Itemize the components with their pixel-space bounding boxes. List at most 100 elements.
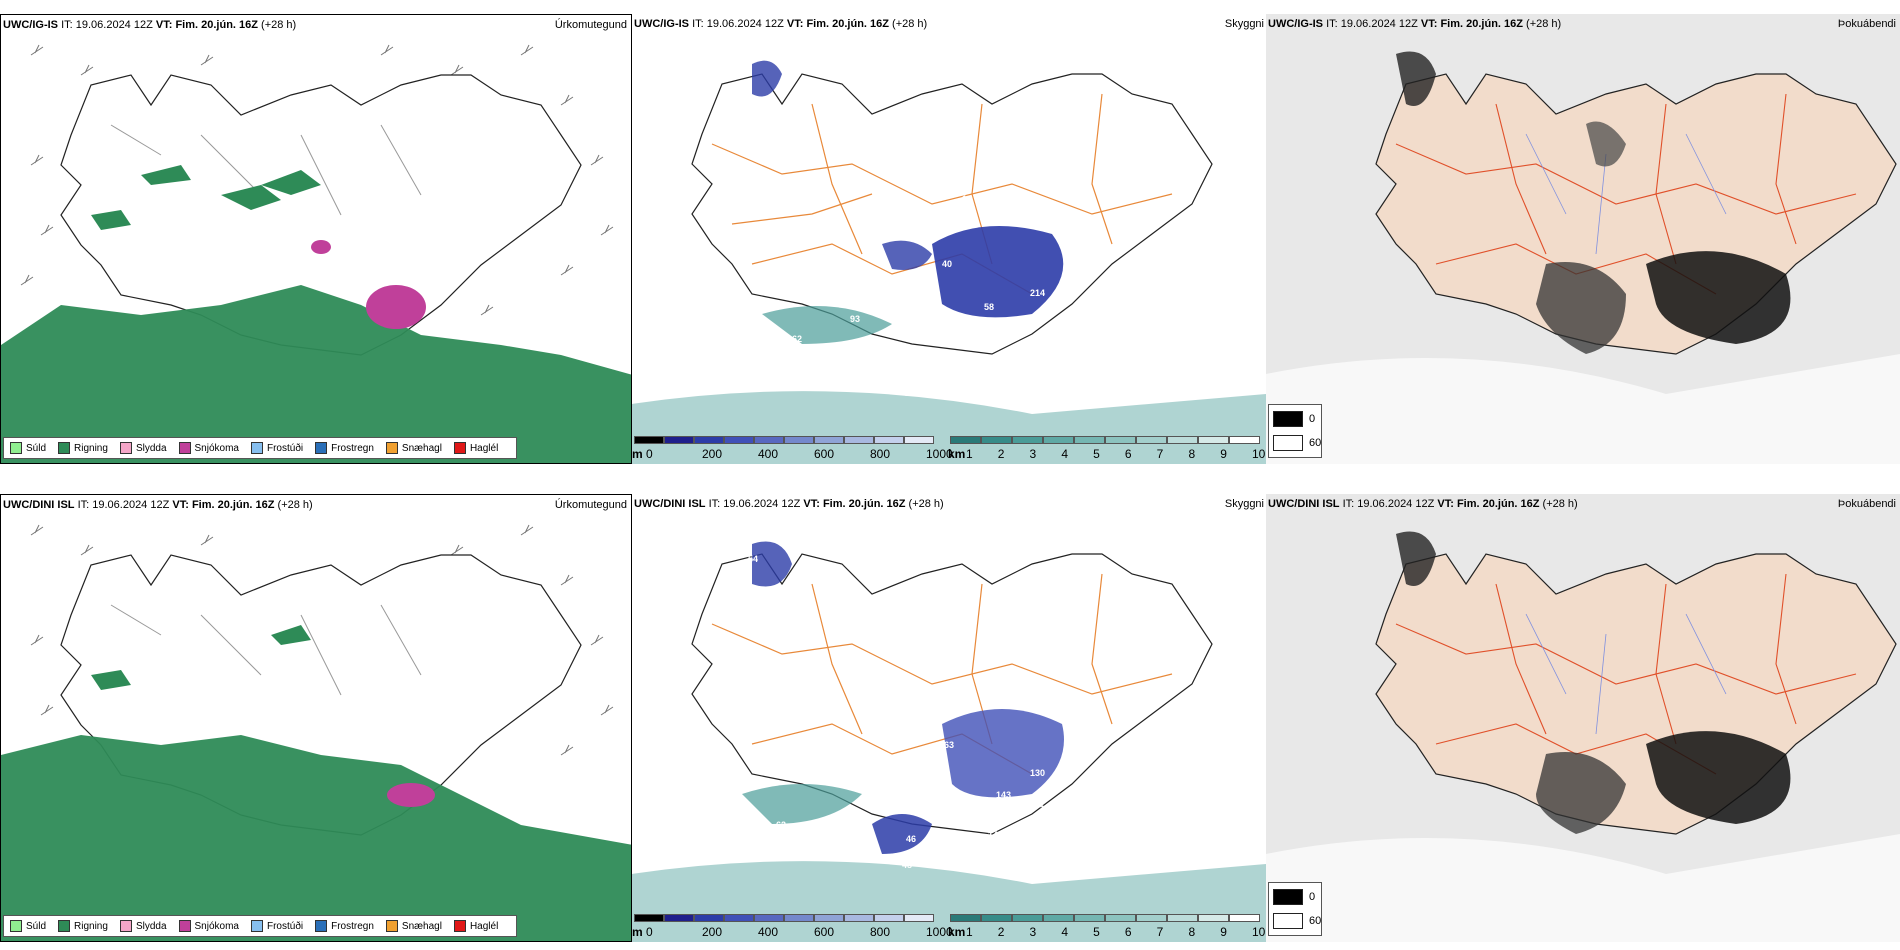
legend-item-sudl: Súld xyxy=(10,920,46,932)
fog-map-dini: UWC/DINI ISL IT: 19.06.2024 12Z VT: Fim.… xyxy=(1266,494,1900,942)
ceiling-label: 87 xyxy=(972,798,983,808)
legend-item-rigning: Rigning xyxy=(58,442,108,454)
lead-time: (+28 h) xyxy=(892,18,928,30)
visibility-scale-swatch xyxy=(981,914,1012,922)
ceiling-label: 58 xyxy=(984,302,995,312)
visibility-map-dini: 63 130 143 87 88 140 190 46 42 48 62 103… xyxy=(632,494,1266,942)
it-value: 19.06.2024 12Z xyxy=(723,498,801,510)
ceiling-label: 42 xyxy=(924,856,935,866)
ceiling-scale-swatch xyxy=(814,436,844,444)
ceiling-scale-swatch xyxy=(874,436,904,444)
ceiling-label: 71 xyxy=(972,317,983,327)
ceiling-label: 54 xyxy=(748,554,759,564)
it-value: 19.06.2024 12Z xyxy=(92,499,170,511)
ceiling-scale-swatch xyxy=(724,436,754,444)
panel-title: UWC/IG-IS IT: 19.06.2024 12Z VT: Fim. 20… xyxy=(3,19,296,31)
fog-map-igis: UWC/IG-IS IT: 19.06.2024 12Z VT: Fim. 20… xyxy=(1266,14,1900,464)
lead-time: (+28 h) xyxy=(1526,18,1562,30)
it-label: IT: xyxy=(692,18,704,30)
legend-item-slydda: Slydda xyxy=(119,920,167,932)
panel-title: UWC/IG-IS IT: 19.06.2024 12Z VT: Fim. 20… xyxy=(1268,18,1561,30)
ceiling-label: 214 xyxy=(1030,288,1046,298)
ceiling-scale-tick: 600 xyxy=(814,447,835,461)
ceiling-scale-tick: 1000 xyxy=(926,447,953,461)
model-name: UWC/DINI ISL xyxy=(3,499,75,511)
product-name: Skyggni xyxy=(1224,18,1264,30)
visibility-scale-tick: 5 xyxy=(1093,447,1100,461)
ceiling-scale-swatch xyxy=(844,436,874,444)
visibility-scale-swatch xyxy=(1012,914,1043,922)
iceland-fog-map xyxy=(1266,494,1900,942)
visibility-scale-swatch xyxy=(1105,914,1136,922)
it-label: IT: xyxy=(77,499,90,511)
visibility-scale-swatch xyxy=(1012,436,1043,444)
model-name: UWC/DINI ISL xyxy=(1268,498,1340,510)
ceiling-scale-swatch xyxy=(664,436,694,444)
ceiling-label: 63 xyxy=(944,740,955,750)
visibility-scale-tick: 6 xyxy=(1124,447,1132,461)
ceiling-scale-tick: 400 xyxy=(758,447,779,461)
visibility-scale-swatch xyxy=(1043,436,1074,444)
it-label: IT: xyxy=(61,19,73,31)
visibility-scale-tick: 8 xyxy=(1188,925,1196,939)
it-label: IT: xyxy=(1326,18,1338,30)
legend-item-frostudi: Frostúði xyxy=(250,920,303,932)
visibility-scale-swatch xyxy=(1074,914,1105,922)
it-value: 19.06.2024 12Z xyxy=(1357,498,1435,510)
legend-item-snjokoma: Snjókoma xyxy=(178,920,239,932)
ceiling-label: 37 xyxy=(1024,314,1035,324)
it-value: 19.06.2024 12Z xyxy=(1340,18,1418,30)
visibility-scale-tick: 10 xyxy=(1252,925,1266,939)
visibility-scale-swatch xyxy=(1229,914,1260,922)
panel-title: UWC/DINI ISL IT: 19.06.2024 12Z VT: Fim.… xyxy=(3,499,313,511)
ceiling-label: 36 xyxy=(904,388,915,398)
precip-type-map-igis: UWC/IG-IS IT: 19.06.2024 12Z VT: Fim. 20… xyxy=(0,14,632,464)
ceiling-label: 62 xyxy=(776,820,787,830)
iceland-fog-map xyxy=(1266,14,1900,464)
legend-item-snaehagl: Snæhagl xyxy=(385,920,442,932)
visibility-scale-tick: 5 xyxy=(1093,925,1100,939)
legend-item-slydda: Slydda xyxy=(119,442,167,454)
scale-bars: m 0 200 400 600 800 1000 km 1 2 3 4 5 6 7 8 9 10 xyxy=(632,432,1266,462)
panel-title: UWC/DINI ISL IT: 19.06.2024 12Z VT: Fim.… xyxy=(1268,498,1578,510)
iceland-visibility-map xyxy=(632,60,1266,464)
ceiling-scale-swatch xyxy=(634,436,664,444)
ceiling-label: 48 xyxy=(902,860,913,870)
ceiling-scale-tick: 0 xyxy=(646,447,653,461)
product-name: Þokuábendi xyxy=(1837,498,1896,510)
vt-label: VT: xyxy=(1420,18,1438,30)
ceiling-label: 143 xyxy=(996,790,1012,800)
legend-item-rigning: Rigning xyxy=(58,920,108,932)
ceiling-label: 140 xyxy=(988,830,1004,840)
legend-item-hagel: Haglél xyxy=(453,442,498,454)
ceiling-scale-tick: 800 xyxy=(870,925,891,939)
ceiling-scale-tick: 600 xyxy=(814,925,835,939)
ceiling-label: 74 xyxy=(992,330,1003,340)
ceiling-scale-swatch xyxy=(694,914,724,922)
precip-type-map-dini: UWC/DINI ISL IT: 19.06.2024 12Z VT: Fim.… xyxy=(0,494,632,942)
vt-value: Fim. 20.jún. 16Z xyxy=(806,18,889,30)
visibility-scale-tick: 1 xyxy=(966,925,973,939)
vt-value: Fim. 20.jún. 16Z xyxy=(1440,18,1523,30)
visibility-scale-tick: 4 xyxy=(1061,925,1069,939)
visibility-scale-tick: 1 xyxy=(966,447,973,461)
ceiling-scale-swatch xyxy=(754,436,784,444)
visibility-scale-tick: 3 xyxy=(1029,925,1037,939)
panel-title: UWC/IG-IS IT: 19.06.2024 12Z VT: Fim. 20… xyxy=(634,18,927,30)
product-name: Skyggni xyxy=(1224,498,1264,510)
vt-value: Fim. 20.jún. 16Z xyxy=(191,499,275,511)
vt-value: Fim. 20.jún. 16Z xyxy=(1456,498,1540,510)
ceiling-label: 46 xyxy=(906,834,917,844)
ceiling-label: 73 xyxy=(774,348,785,358)
ceiling-label: 60 xyxy=(1014,330,1025,340)
visibility-scale-swatch xyxy=(1229,436,1260,444)
precip-type-legend: Súld Rigning Slydda Snjókoma Frostúði Fr… xyxy=(3,915,518,937)
product-name: Úrkomutegund xyxy=(554,19,627,31)
visibility-scale-unit: km xyxy=(948,447,966,461)
iceland-precip-map xyxy=(1,44,631,463)
visibility-scale-tick: 7 xyxy=(1156,447,1164,461)
visibility-scale-tick: 3 xyxy=(1029,447,1037,461)
ceiling-scale-tick: 800 xyxy=(870,447,891,461)
ceiling-label: 62 xyxy=(792,334,803,344)
ceiling-label: 59 xyxy=(1098,294,1109,304)
